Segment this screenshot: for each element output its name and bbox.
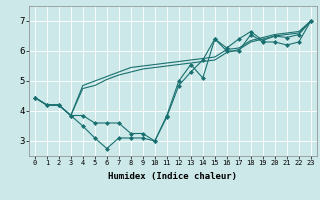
X-axis label: Humidex (Indice chaleur): Humidex (Indice chaleur) — [108, 172, 237, 181]
